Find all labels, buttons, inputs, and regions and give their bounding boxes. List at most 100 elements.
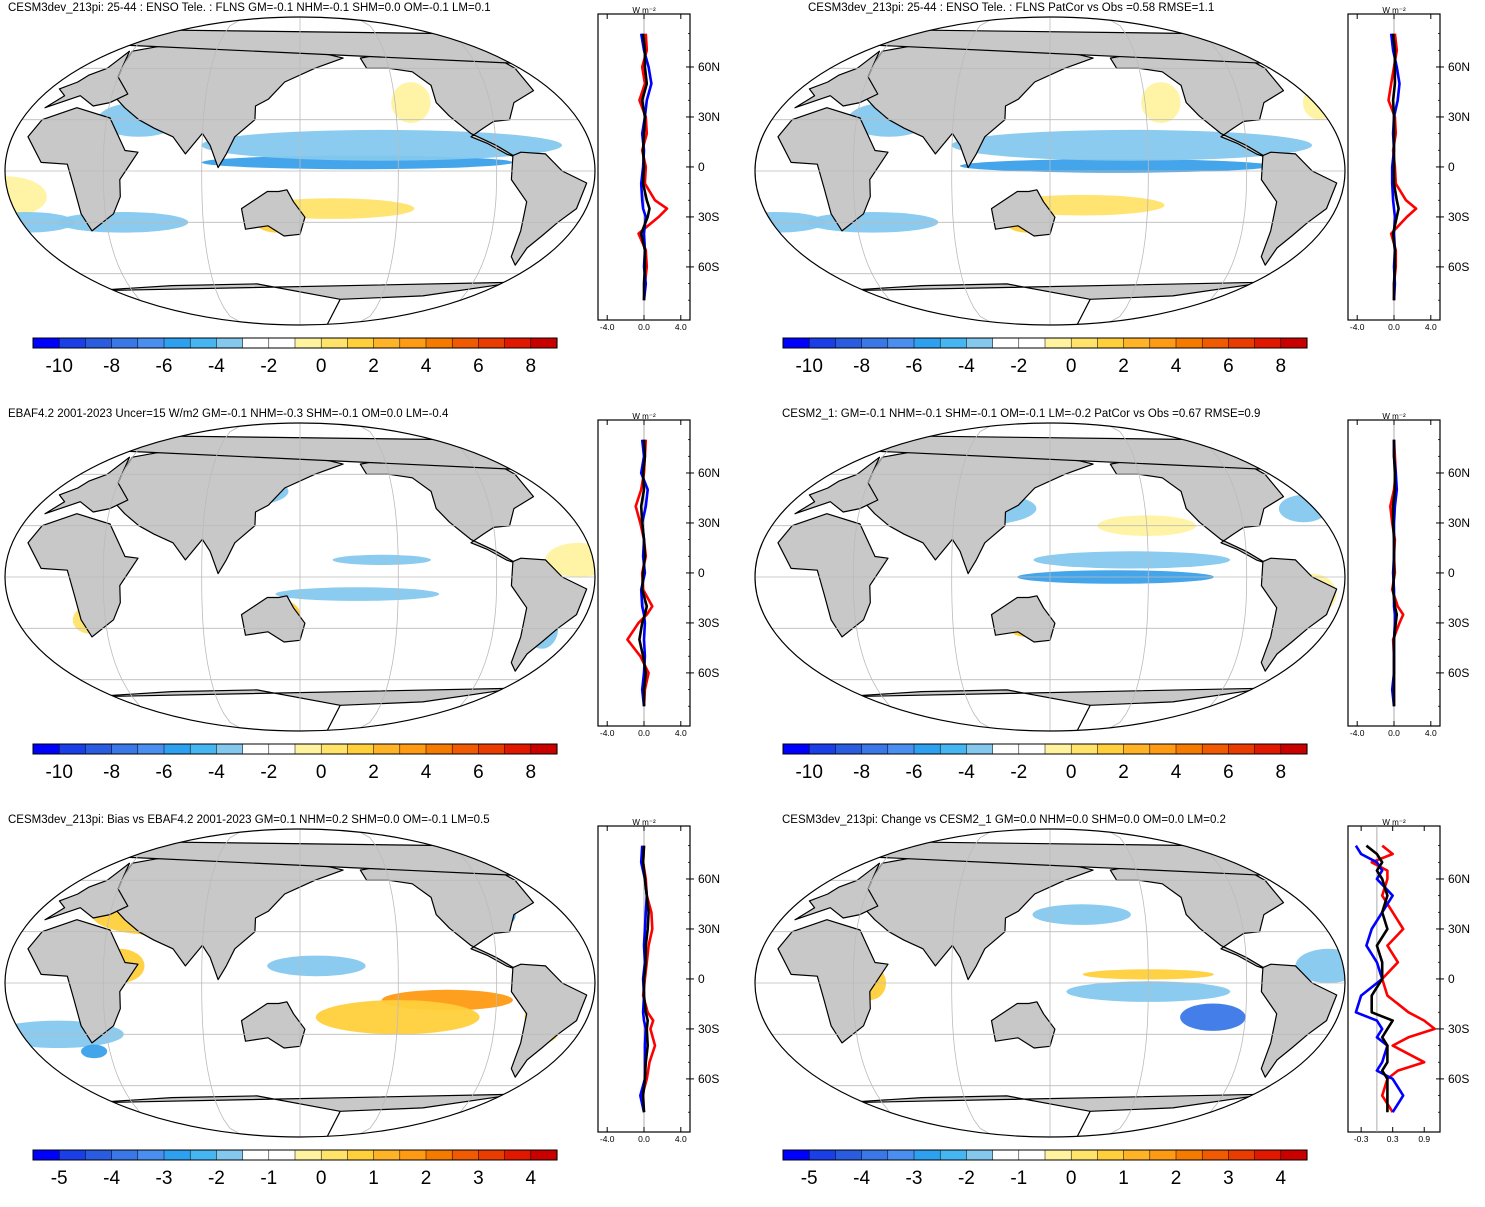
continent-antarctica [89, 1093, 518, 1137]
longitude-gridline [951, 17, 997, 325]
colorbar-tick-label: 6 [1223, 356, 1234, 377]
colorbar-swatch [1228, 1149, 1256, 1161]
colorbar-swatch [32, 743, 60, 755]
colorbar-swatch [887, 1149, 915, 1161]
colorbar-border [32, 337, 558, 349]
colorbar-swatch [373, 1149, 401, 1161]
longitude-gridline [852, 829, 942, 1137]
colorbar: -10-8-6-4-20246810 [782, 743, 1308, 783]
units-label: W m⁻² [1382, 6, 1406, 15]
continent-samerica [510, 557, 588, 672]
panel-title: CESM3dev_213pi: 25-44 : ENSO Tele. : FLN… [8, 2, 491, 14]
anomaly-region [267, 955, 366, 977]
colorbar-tick-label: 2 [368, 356, 379, 377]
colorbar-swatch [85, 743, 113, 755]
colorbar-swatch [242, 337, 270, 349]
panel-top-left: CESM3dev_213pi: 25-44 : ENSO Tele. : FLN… [0, 0, 740, 395]
lat-tick-label: 60S [698, 1072, 719, 1086]
colorbar-swatch [530, 1149, 558, 1161]
map-robinson [4, 828, 596, 1138]
longitude-gridline [951, 423, 997, 731]
colorbar-swatch [137, 337, 165, 349]
colorbar-tick-label: -8 [853, 356, 870, 377]
colorbar-swatch [216, 1149, 244, 1161]
units-label: W m⁻² [632, 818, 656, 827]
longitude-gridline [408, 829, 498, 1137]
lat-tick-label: 60S [698, 666, 719, 680]
colorbar-swatch [782, 1149, 810, 1161]
colorbar: -10-8-6-4-20246810 [32, 337, 558, 377]
x-tick-label: 0.9 [1418, 1134, 1430, 1142]
lat-tick-label: 60N [1448, 872, 1470, 886]
map-robinson [4, 422, 596, 732]
continent-antarctica [89, 687, 518, 731]
colorbar-tick-label: -8 [853, 762, 870, 783]
colorbar-swatch [887, 743, 915, 755]
lat-tick-label: 0 [698, 160, 705, 174]
colorbar-swatch [1175, 1149, 1203, 1161]
colorbar-tick-label: 0 [316, 356, 327, 377]
x-tick-label: 4.0 [675, 1134, 687, 1142]
anomaly-region [332, 554, 431, 565]
lat-tick-label: 0 [698, 566, 705, 580]
panel-title: CESM3dev_213pi: Change vs CESM2_1 GM=0.0… [782, 814, 1226, 826]
longitude-gridline [1158, 423, 1248, 731]
lat-tick-label: 60N [698, 60, 720, 74]
lat-tick-label: 60N [1448, 60, 1470, 74]
zonal-mean-plot: W m⁻² 60N 30N 0 30S 60S -4.0 0.0 4.0 [597, 818, 720, 1142]
lat-tick-label: 60N [698, 872, 720, 886]
continent-africa [777, 107, 889, 232]
colorbar-tick-label: -3 [156, 1168, 173, 1189]
colorbar-tick-label: -2 [260, 356, 277, 377]
lat-tick-label: 30N [698, 922, 720, 936]
colorbar-swatch [1149, 337, 1177, 349]
colorbar-swatch [504, 743, 532, 755]
continent-europe [44, 456, 131, 515]
colorbar-swatch [1123, 743, 1151, 755]
profile-line-ocean [1370, 844, 1436, 1113]
continent-samerica [1260, 557, 1338, 672]
colorbar-swatch [373, 337, 401, 349]
colorbar-swatch [425, 743, 453, 755]
colorbar-tick-label: -10 [795, 356, 822, 377]
x-tick-label: 4.0 [675, 322, 687, 330]
colorbar-swatch [530, 337, 558, 349]
colorbar-tick-label: -4 [103, 1168, 120, 1189]
anomaly-region [1141, 82, 1181, 124]
units-label: W m⁻² [1382, 818, 1406, 827]
x-tick-label: 4.0 [1425, 728, 1437, 736]
profile-line-zonal-mean [638, 439, 649, 707]
longitude-gridline [408, 423, 498, 731]
colorbar-tick-label: -5 [51, 1168, 68, 1189]
longitude-gridline [353, 423, 399, 731]
colorbar-swatch [451, 337, 479, 349]
lat-tick-label: 30N [1448, 516, 1470, 530]
longitude-gridline [1103, 829, 1149, 1137]
continent-australia [240, 1001, 306, 1049]
continent-africa [777, 919, 889, 1044]
lat-tick-label: 30S [698, 1022, 719, 1036]
units-label: W m⁻² [632, 412, 656, 421]
colorbar-swatch [861, 743, 889, 755]
colorbar-tick-label: -1 [260, 1168, 277, 1189]
colorbar-tick-label: -10 [45, 356, 72, 377]
longitude-gridline [102, 829, 192, 1137]
colorbar-tick-label: 0 [1066, 762, 1077, 783]
colorbar-tick-label: 6 [473, 762, 484, 783]
colorbar-tick-label: -4 [208, 356, 225, 377]
x-tick-label: 0.0 [1388, 728, 1400, 736]
colorbar-swatch [966, 743, 994, 755]
panel-title: EBAF4.2 2001-2023 Uncer=15 W/m2 GM=-0.1 … [8, 408, 449, 420]
colorbar-swatch [835, 1149, 863, 1161]
colorbar: -10-8-6-4-20246810 [32, 743, 558, 783]
colorbar-swatch [32, 337, 60, 349]
colorbar-swatch [1149, 1149, 1177, 1161]
lat-tick-label: 0 [1448, 160, 1455, 174]
lat-tick-label: 30S [698, 616, 719, 630]
continent-antarctica [89, 281, 518, 325]
longitude-gridline [852, 423, 942, 731]
colorbar-swatch [1228, 743, 1256, 755]
colorbar-tick-label: -2 [1010, 356, 1027, 377]
panel-bottom-right: CESM3dev_213pi: Change vs CESM2_1 GM=0.0… [750, 812, 1485, 1207]
longitude-gridline [408, 17, 498, 325]
